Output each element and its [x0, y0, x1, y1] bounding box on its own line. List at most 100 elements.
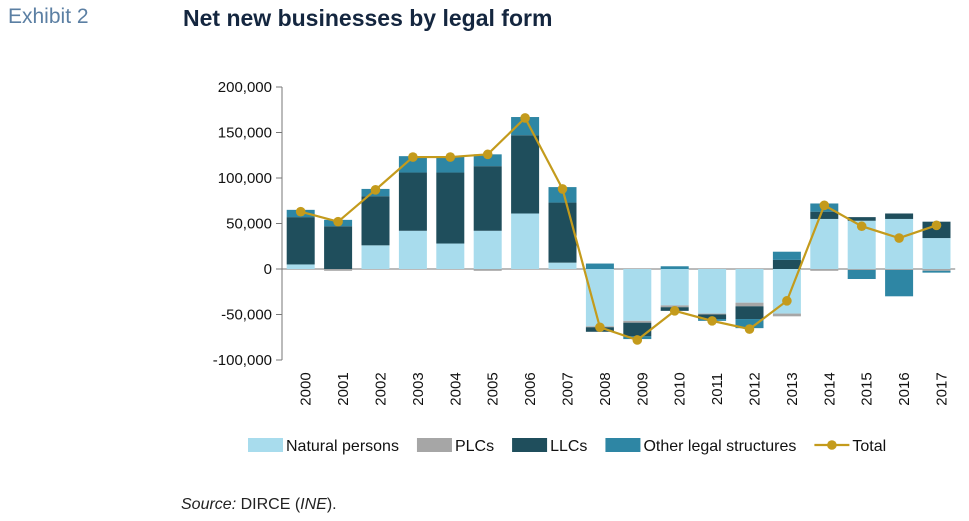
legend-label: PLCs [455, 438, 494, 455]
bar-segment-other-legal-structures [473, 154, 502, 167]
legend-swatch [605, 438, 641, 452]
bar-segment-plcs [324, 269, 353, 271]
bar-segment-plcs [473, 269, 502, 271]
axes [276, 86, 956, 361]
x-tick-label: 2008 [597, 372, 614, 405]
bar-segment-llcs [735, 306, 764, 320]
bar-segment-llcs [398, 172, 427, 231]
y-tick-label: 150,000 [218, 125, 272, 142]
legend-swatch [416, 438, 452, 452]
y-tick-label: -50,000 [221, 307, 272, 324]
bar-segment-plcs [810, 269, 839, 271]
x-tick-label: 2000 [298, 372, 315, 405]
bars [286, 117, 951, 340]
bar-segment-llcs [548, 202, 577, 263]
bar-segment-other-legal-structures [436, 156, 465, 173]
legend: Natural persons PLCs LLCs Other legal struc… [248, 438, 886, 455]
x-tick-label: 2007 [560, 372, 577, 405]
source-org: INE [300, 496, 327, 513]
bar-segment-plcs [922, 269, 951, 271]
bar-segment-llcs [473, 166, 502, 231]
legend-label: Total [852, 438, 886, 455]
bar-segment-natural-persons [922, 238, 951, 269]
x-tick-label: 2014 [821, 372, 838, 405]
bar-segment-llcs [324, 226, 353, 269]
total-point [931, 220, 942, 231]
bar-segment-other-legal-structures [585, 263, 614, 269]
bar-segment-natural-persons [548, 262, 577, 269]
source-note: Source: DIRCE (INE). [181, 496, 337, 514]
bar-segment-natural-persons [585, 269, 614, 327]
bar-segment-plcs [885, 269, 914, 270]
bar-segment-natural-persons [511, 213, 540, 269]
bar-segment-natural-persons [473, 230, 502, 269]
bar-segment-other-legal-structures [922, 270, 951, 273]
bar-segment-plcs [735, 302, 764, 307]
total-series-line [300, 116, 937, 342]
x-tick-label: 2015 [859, 372, 876, 405]
total-point [595, 322, 605, 333]
x-tick-label: 2016 [896, 372, 913, 405]
x-tick-label: 2017 [934, 372, 951, 405]
source-text: DIRCE ( [240, 496, 301, 513]
total-point [669, 306, 680, 316]
bar-segment-other-legal-structures [735, 319, 764, 329]
total-point [819, 200, 830, 211]
legend-label: Natural persons [286, 438, 399, 455]
bar-segment-plcs [847, 269, 876, 270]
bar-segment-other-legal-structures [847, 269, 876, 280]
y-tick-label: 100,000 [218, 170, 272, 187]
bar-segment-natural-persons [398, 230, 427, 269]
x-tick-label: 2004 [447, 372, 464, 405]
total-point [408, 152, 418, 162]
bar-segment-llcs [286, 217, 315, 265]
total-point [632, 335, 643, 345]
total-point [295, 206, 306, 217]
total-point [445, 152, 456, 162]
legend-label: LLCs [550, 438, 587, 455]
bar-segment-natural-persons [623, 269, 652, 321]
bar-segment-natural-persons [810, 218, 839, 269]
y-tick-label: -100,000 [213, 352, 272, 369]
chart-title: Net new businesses by legal form [183, 5, 553, 31]
bar-segment-llcs [361, 196, 390, 246]
bar-segment-llcs [847, 217, 876, 221]
total-point [707, 316, 717, 326]
bar-segment-natural-persons [698, 269, 727, 314]
total-point [520, 113, 530, 123]
x-tick-label: 2012 [747, 372, 764, 405]
exhibit-label: Exhibit 2 [8, 5, 89, 28]
x-tick-label: 2009 [634, 372, 651, 405]
total-point [894, 233, 904, 243]
total-point [744, 324, 755, 334]
y-tick-label: 200,000 [218, 79, 272, 96]
bar-segment-llcs [772, 259, 801, 269]
bar-segment-plcs [698, 313, 727, 315]
bar-segment-other-legal-structures [885, 269, 914, 297]
bar-segment-llcs [511, 135, 540, 214]
bar-segment-other-legal-structures [772, 251, 801, 260]
total-point [370, 185, 381, 195]
x-tick-label: 2005 [485, 372, 502, 405]
total-point [333, 216, 343, 227]
bar-segment-plcs [623, 320, 652, 323]
x-tick-label: 2003 [410, 372, 427, 405]
bar-segment-llcs [623, 322, 652, 337]
legend-label: Other legal structures [643, 438, 796, 455]
bar-segment-plcs [772, 313, 801, 317]
tick-labels: -100,000 -50,000 0 50,000 100,000 150,000 200,… [213, 79, 951, 406]
x-tick-label: 2006 [522, 372, 539, 405]
bar-segment-natural-persons [735, 269, 764, 303]
total-point [557, 184, 568, 194]
bar-segment-natural-persons [361, 245, 390, 269]
legend-swatch [248, 438, 283, 452]
source-label: Source: [181, 496, 237, 513]
bar-segment-llcs [885, 213, 914, 219]
x-tick-label: 2011 [709, 373, 726, 405]
y-tick-label: 0 [264, 261, 272, 278]
bar-segment-llcs [436, 172, 465, 244]
legend-marker [827, 440, 837, 450]
bar-segment-natural-persons [436, 243, 465, 269]
total-line [295, 113, 942, 345]
